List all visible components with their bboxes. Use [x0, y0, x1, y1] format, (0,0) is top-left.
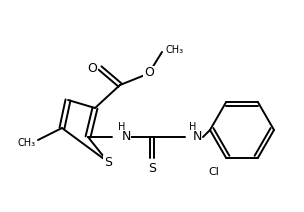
Text: S: S — [104, 155, 112, 169]
Text: H: H — [118, 122, 126, 132]
Text: S: S — [148, 162, 156, 174]
Text: CH₃: CH₃ — [18, 138, 36, 148]
Text: CH₃: CH₃ — [166, 45, 184, 55]
Text: N: N — [192, 131, 202, 144]
Text: O: O — [87, 61, 97, 74]
Text: Cl: Cl — [209, 167, 219, 177]
Text: H: H — [189, 122, 197, 132]
Text: N: N — [121, 131, 131, 144]
Text: O: O — [144, 67, 154, 80]
